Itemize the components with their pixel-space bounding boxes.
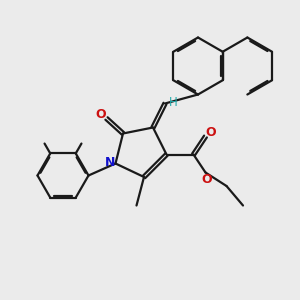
Text: H: H bbox=[169, 95, 178, 109]
Text: O: O bbox=[96, 108, 106, 122]
Text: N: N bbox=[105, 155, 115, 169]
Text: O: O bbox=[202, 172, 212, 186]
Text: O: O bbox=[206, 126, 216, 140]
